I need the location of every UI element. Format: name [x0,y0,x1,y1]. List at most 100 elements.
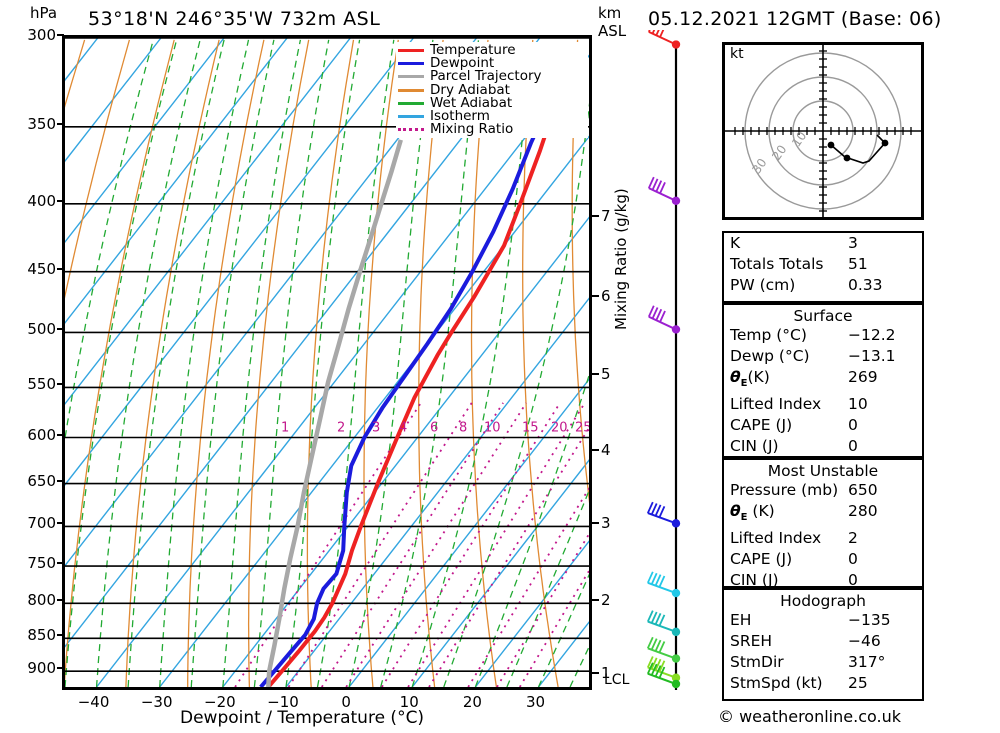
mixing-ratio-line [407,402,586,687]
legend-label: Wet Adiabat [430,94,513,111]
pressure-tick [57,328,64,331]
dry-adiabat-line [247,39,310,687]
dry-adiabat-line [522,39,559,687]
panel-row-value: −12.2 [848,326,896,344]
mixing-ratio-label: 15 [522,421,539,436]
panel-row-key: Pressure (mb) [730,481,839,499]
panel-row-key: θE(K) [730,368,770,390]
height-tick-label: 1 [601,664,611,683]
wind-barb-feather [658,666,666,679]
height-tick [592,448,599,451]
mixing-ratio-label: 25 [575,421,589,436]
panel-row-key: CIN (J) [730,571,779,590]
wind-barb-feather [659,25,666,38]
isotherm-line [65,38,478,567]
mixing-ratio-label: 6 [430,421,438,436]
dry-adiabat-line [418,39,444,687]
height-tick-label: 3 [601,514,611,533]
legend-swatch [398,75,424,79]
temperature-tick-label: −10 [267,693,299,711]
panel-row-key: PW (cm) [730,276,796,294]
wind-barb [647,20,681,49]
pressure-tick-label: 800 [27,591,56,610]
page-title: 53°18'N 246°35'W 732m ASL [88,8,381,30]
height-datum-label: ASL [598,22,627,40]
surface-panel: Surface Temp (°C) −12.2 Dewp (°C) −13.1 θE(K)… [722,303,924,458]
pressure-tick [57,634,64,637]
panel-row-value: 650 [848,481,878,499]
legend-swatch [398,49,424,53]
panel-row-value: 25 [848,674,868,692]
pressure-tick-label: 350 [27,114,56,133]
panel-row-key: Lifted Index [730,529,822,548]
temperature-tick-label: −40 [77,693,110,711]
mixing-ratio-label: 2 [337,421,345,436]
panel-row-value: 10 [848,395,868,414]
panel-row-value: −13.1 [848,347,896,365]
legend-swatch [398,115,424,119]
wind-barb-feather [650,503,658,515]
legend-item: Mixing Ratio [398,122,588,136]
panel-row-value: 0 [848,550,858,569]
height-tick-label: 4 [601,440,611,459]
isotherm-line [96,54,589,687]
dry-adiabat-line [571,39,589,504]
wind-barb [646,571,681,598]
wind-barb-column [640,20,710,695]
isotherm-line [348,378,589,687]
isotherm-line [411,459,589,687]
panel-row: EH −135 [724,610,922,631]
wet-adiabat-line [65,39,178,687]
wind-barb-feather [658,641,666,653]
panel-row: Lifted Index 10 [724,394,922,415]
wind-barb-feather [658,575,666,588]
isotherm-line [65,38,225,243]
pressure-tick [57,599,64,602]
pressure-tick [57,34,64,36]
panel-row-value: −135 [848,611,891,629]
wind-barb-feather [658,505,666,518]
mixing-ratio-line [321,402,504,687]
most-unstable-panel: Most Unstable Pressure (mb) 650 θE (K) 280 Li… [722,458,924,590]
wind-barb-feather [647,176,655,189]
dry-adiabat-line [65,39,131,299]
wind-barb-feather [646,636,654,649]
panel-row-key: Lifted Index [730,395,822,414]
height-tick-label: 7 [601,207,611,226]
panel-row-value: 280 [848,502,878,520]
legend-item: Temperature [398,43,588,57]
wind-barb-feather [654,504,662,517]
hodograph-plot: 10 20 30 [722,42,924,220]
isotherm-line [65,38,99,82]
wind-barb-feather [658,614,666,627]
temperature-tick-label: −30 [140,693,173,711]
pressure-tick [57,479,64,482]
isotherm-line [65,38,541,648]
wind-barb-feather [646,662,654,675]
panel-row: SREH −46 [724,631,922,652]
panel-row: Pressure (mb) 650 [724,480,922,501]
wet-adiabat-line [506,489,589,687]
temperature-tick-label: 10 [399,693,419,711]
panel-row-value: 0 [848,571,858,590]
dry-adiabat-line [306,39,355,687]
panel-row-value: −46 [848,632,881,650]
pressure-tick [57,383,64,386]
pressure-tick [57,199,64,202]
x-axis-title: Dewpoint / Temperature (°C) [180,708,425,728]
mixing-ratio-label: 3 [372,421,380,436]
wind-barb-feather [650,638,658,651]
wind-barb-staff [648,30,677,46]
pressure-tick [57,122,64,125]
wind-barb-feather [646,501,654,514]
datetime-label: 05.12.2021 12GMT (Base: 06) [648,8,942,30]
panel-row: StmDir 317° [724,652,922,673]
wind-barb-feather [654,665,662,677]
mixing-ratio-line [234,402,422,687]
panel-row: Totals Totals 51 [724,254,922,275]
mixing-ratio-label: 8 [459,421,467,436]
hodograph-ring-label: 30 [749,156,769,177]
legend-swatch [398,128,424,132]
wind-barb-feather [659,181,666,194]
